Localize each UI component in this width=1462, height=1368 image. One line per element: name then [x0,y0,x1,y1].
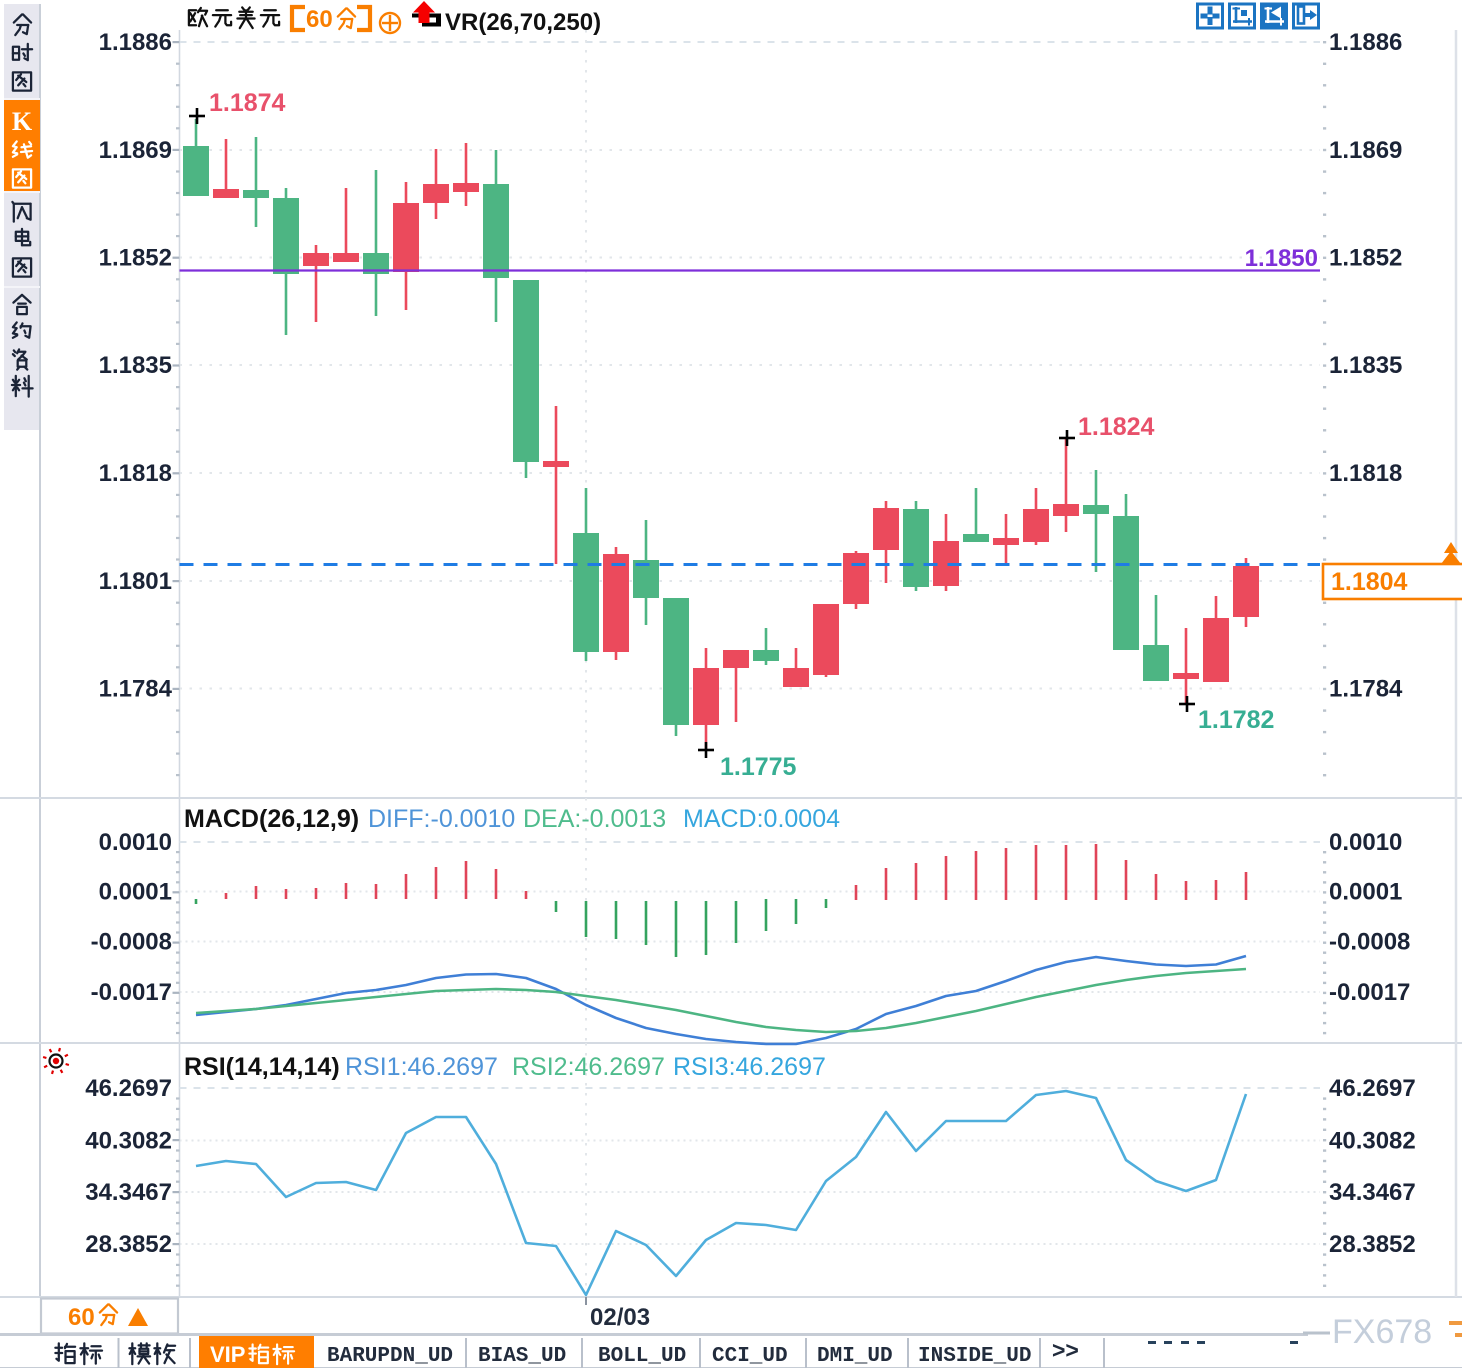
svg-text:0.0001: 0.0001 [99,879,172,906]
svg-text:40.3082: 40.3082 [1329,1128,1416,1155]
svg-text:1.1782: 1.1782 [1198,706,1274,734]
svg-text:0.0010: 0.0010 [1329,829,1402,856]
svg-text:28.3852: 28.3852 [85,1231,172,1258]
svg-text:INSIDE_UD: INSIDE_UD [918,1345,1031,1368]
svg-text:1.1835: 1.1835 [1329,352,1402,379]
svg-text:0.0001: 0.0001 [1329,879,1402,906]
svg-text:46.2697: 46.2697 [85,1075,172,1102]
svg-text:DEA:-0.0013: DEA:-0.0013 [523,805,666,833]
svg-text:-0.0008: -0.0008 [91,929,172,956]
svg-text:DIFF:-0.0010: DIFF:-0.0010 [368,805,515,833]
svg-text:>>: >> [1052,1337,1079,1363]
svg-text:1.1784: 1.1784 [1329,676,1403,703]
svg-text:K: K [12,107,33,136]
svg-text:1.1869: 1.1869 [99,137,172,164]
svg-text:BOLL_UD: BOLL_UD [598,1345,686,1368]
svg-text:1.1852: 1.1852 [99,245,172,272]
svg-text:28.3852: 28.3852 [1329,1231,1416,1258]
svg-text:1.1818: 1.1818 [99,460,172,487]
svg-text:RSI2:46.2697: RSI2:46.2697 [512,1053,665,1081]
svg-text:BIAS_UD: BIAS_UD [478,1345,566,1368]
svg-text:MACD(26,12,9): MACD(26,12,9) [184,805,359,833]
svg-text:1.1850: 1.1850 [1245,245,1318,272]
svg-text:MACD:0.0004: MACD:0.0004 [683,805,840,833]
svg-text:1.1874: 1.1874 [209,89,286,117]
svg-text:1.1852: 1.1852 [1329,245,1402,272]
svg-text:1.1869: 1.1869 [1329,137,1402,164]
svg-text:1.1784: 1.1784 [99,676,173,703]
svg-text:BARUPDN_UD: BARUPDN_UD [327,1345,453,1368]
svg-text:-0.0017: -0.0017 [1329,979,1410,1006]
svg-text:RSI1:46.2697: RSI1:46.2697 [345,1053,498,1081]
svg-text:40.3082: 40.3082 [85,1128,172,1155]
svg-text:DMI_UD: DMI_UD [817,1345,893,1368]
svg-text:VIP: VIP [210,1342,245,1367]
svg-text:-0.0017: -0.0017 [91,979,172,1006]
svg-text:1.1775: 1.1775 [720,753,797,781]
svg-text:1.1886: 1.1886 [1329,29,1402,56]
svg-text:-0.0008: -0.0008 [1329,929,1410,956]
svg-text:1.1835: 1.1835 [99,352,172,379]
svg-text:1.1801: 1.1801 [99,568,172,595]
svg-text:46.2697: 46.2697 [1329,1075,1416,1102]
svg-text:1.1886: 1.1886 [99,29,172,56]
svg-text:0.0010: 0.0010 [99,829,172,856]
svg-text:34.3467: 34.3467 [85,1179,172,1206]
svg-text:02/03: 02/03 [590,1304,650,1331]
svg-text:RSI(14,14,14): RSI(14,14,14) [184,1053,340,1081]
svg-text:CCI_UD: CCI_UD [712,1345,788,1368]
svg-text:1.1818: 1.1818 [1329,460,1402,487]
svg-text:60: 60 [68,1304,95,1331]
svg-text:RSI3:46.2697: RSI3:46.2697 [673,1053,826,1081]
svg-text:34.3467: 34.3467 [1329,1179,1416,1206]
svg-text:VR(26,70,250): VR(26,70,250) [445,9,601,36]
svg-text:FX678: FX678 [1332,1313,1432,1351]
svg-text:1.1824: 1.1824 [1078,413,1155,441]
svg-text:1.1804: 1.1804 [1331,568,1408,596]
svg-text:60: 60 [306,6,333,33]
